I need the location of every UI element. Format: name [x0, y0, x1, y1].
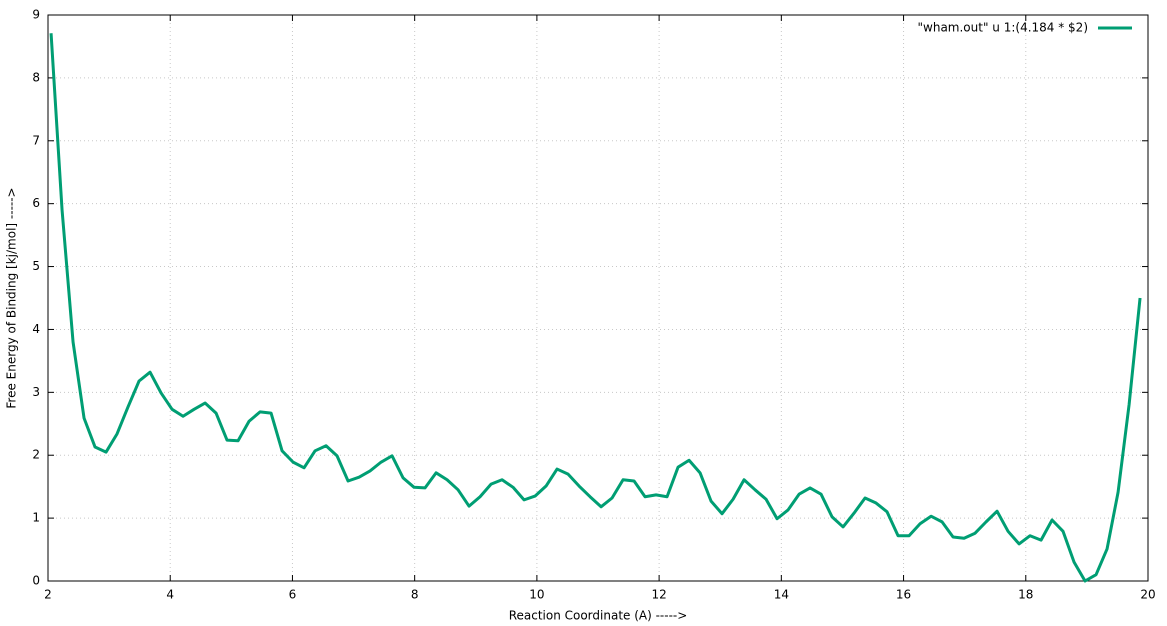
x-axis-label: Reaction Coordinate (A) -----> — [509, 609, 688, 623]
y-tick-label: 4 — [32, 322, 40, 336]
y-tick-label: 6 — [32, 196, 40, 210]
y-tick-label: 7 — [32, 133, 40, 147]
x-tick-label: 14 — [774, 588, 789, 602]
x-tick-label: 2 — [44, 588, 52, 602]
legend-label: "wham.out" u 1:(4.184 * $2) — [918, 21, 1089, 35]
y-tick-label: 1 — [32, 511, 40, 525]
y-axis-label: Free Energy of Binding [kj/mol] -----> — [5, 187, 19, 408]
x-tick-label: 18 — [1018, 588, 1033, 602]
y-tick-label: 8 — [32, 70, 40, 84]
x-tick-label: 20 — [1140, 588, 1155, 602]
y-tick-label: 2 — [32, 448, 40, 462]
y-tick-label: 9 — [32, 8, 40, 22]
x-tick-label: 6 — [289, 588, 297, 602]
x-tick-label: 12 — [651, 588, 666, 602]
x-tick-label: 16 — [896, 588, 911, 602]
x-tick-label: 8 — [411, 588, 419, 602]
y-tick-label: 3 — [32, 385, 40, 399]
plot-border — [47, 14, 1149, 582]
y-tick-label: 5 — [32, 259, 40, 273]
x-tick-label: 10 — [529, 588, 544, 602]
data-line — [49, 33, 1142, 583]
x-tick-label: 4 — [166, 588, 174, 602]
y-tick-label: 0 — [32, 574, 40, 588]
